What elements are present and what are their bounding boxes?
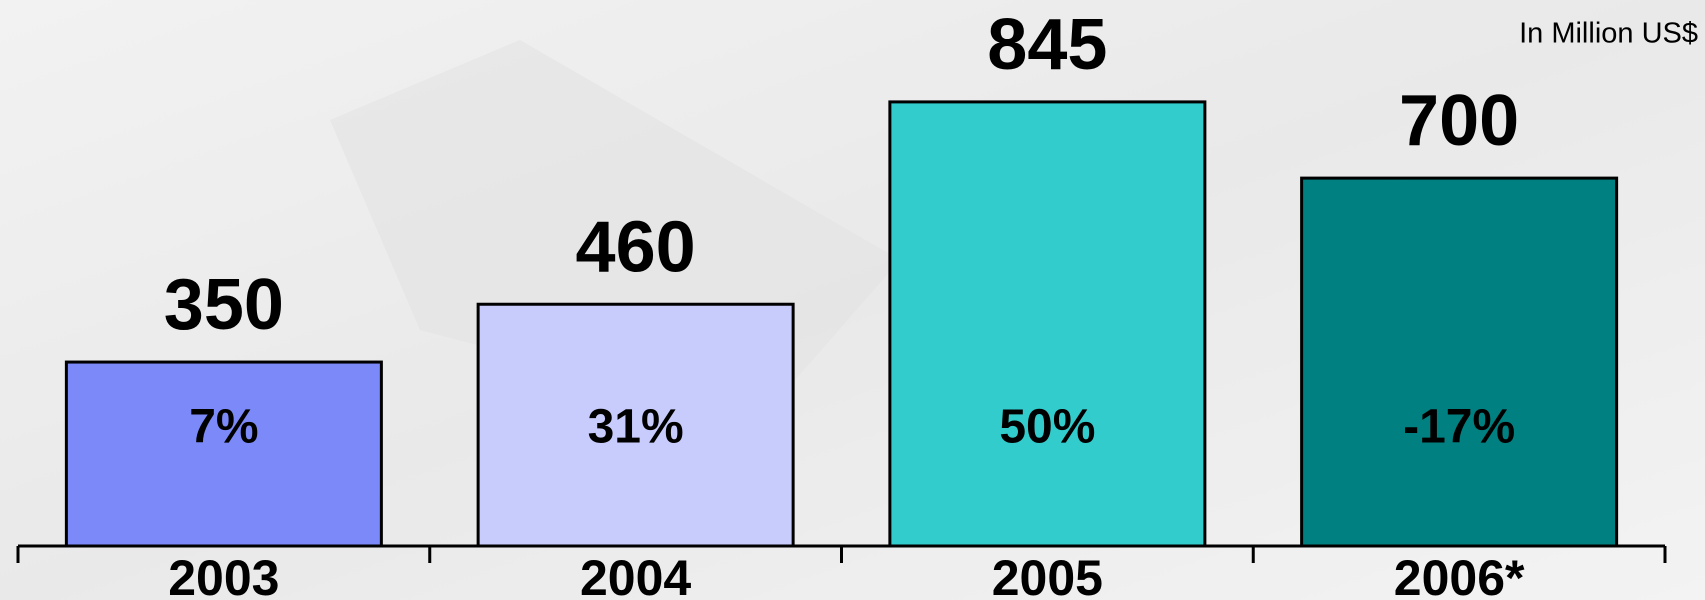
growth-label: 31%: [588, 401, 684, 454]
growth-label: 7%: [189, 401, 258, 454]
growth-label: 50%: [999, 401, 1095, 454]
growth-label: -17%: [1403, 401, 1515, 454]
value-label: 350: [164, 265, 284, 345]
x-tick-label: 2005: [992, 550, 1103, 600]
value-label: 460: [576, 207, 696, 287]
value-label: 700: [1399, 81, 1519, 161]
x-tick-label: 2004: [580, 550, 691, 600]
bar: [64, 360, 383, 548]
x-tick-label: 2006*: [1394, 550, 1525, 600]
value-label: 845: [987, 5, 1107, 85]
bar: [888, 100, 1207, 548]
bar: [476, 302, 795, 548]
bar: [1300, 176, 1619, 548]
unit-note: In Million US$: [1519, 18, 1698, 50]
x-tick-label: 2003: [168, 550, 279, 600]
